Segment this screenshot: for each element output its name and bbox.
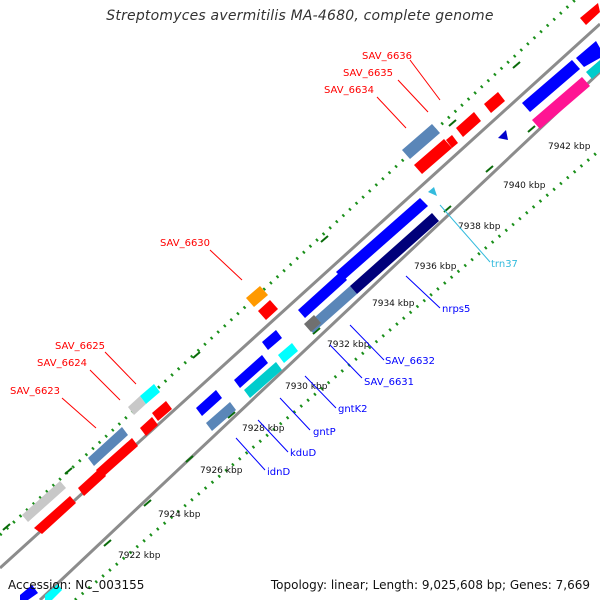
tick-mark bbox=[192, 351, 201, 359]
cyan-leader bbox=[439, 204, 491, 263]
scale-dots-lower bbox=[74, 148, 600, 600]
gene-label: gntK2 bbox=[338, 404, 368, 415]
gene-label: gntP bbox=[313, 427, 336, 438]
gene-label: SAV_6630 bbox=[160, 238, 210, 249]
gene-red bbox=[456, 112, 481, 137]
red-leaders bbox=[61, 59, 441, 429]
tick-mark bbox=[103, 539, 112, 547]
gene-features bbox=[20, 3, 600, 600]
kbp-label: 7942 kbp bbox=[548, 142, 591, 152]
gene-cyan-bottom bbox=[45, 584, 62, 600]
tick-mark bbox=[2, 523, 11, 531]
kbp-label: 7934 kbp bbox=[372, 299, 415, 309]
kbp-label: 7938 kbp bbox=[458, 222, 501, 232]
tick-mark bbox=[448, 119, 457, 127]
gene-cyan bbox=[278, 343, 298, 363]
gene-label: SAV_6632 bbox=[385, 356, 435, 367]
tick-mark bbox=[185, 455, 194, 463]
gene-cyan-small bbox=[428, 187, 437, 196]
gene-red bbox=[258, 300, 278, 320]
kbp-label: 7932 kbp bbox=[327, 340, 370, 350]
tick-mark bbox=[485, 165, 494, 173]
kbp-label: 7936 kbp bbox=[414, 262, 457, 272]
gene-gray bbox=[128, 396, 146, 415]
gene-gray bbox=[22, 481, 66, 522]
gene-blue bbox=[196, 390, 222, 416]
gene-label: idnD bbox=[267, 467, 290, 478]
gene-blue bbox=[336, 198, 428, 280]
gene-label: kduD bbox=[290, 448, 316, 459]
tick-mark bbox=[527, 125, 536, 133]
accession-text: Accession: NC_003155 bbox=[8, 578, 145, 592]
map-title: Streptomyces avermitilis MA-4680, comple… bbox=[106, 8, 494, 24]
gene-cyan bbox=[586, 60, 600, 79]
tick-mark bbox=[227, 411, 236, 419]
gene-blue bbox=[298, 272, 347, 318]
gene-red bbox=[446, 135, 458, 148]
tick-mark bbox=[143, 499, 152, 507]
backbone-lower bbox=[38, 70, 600, 600]
gene-blue bbox=[576, 41, 600, 67]
tick-mark bbox=[64, 467, 73, 475]
gene-blue bbox=[522, 60, 580, 112]
tick-mark bbox=[312, 327, 321, 335]
gene-red bbox=[414, 139, 452, 174]
gene-label: nrps5 bbox=[442, 304, 470, 315]
kbp-label: 7940 kbp bbox=[503, 181, 546, 191]
kbp-label: 7922 kbp bbox=[118, 551, 161, 561]
gene-blue bbox=[262, 330, 282, 350]
gene-navy-small bbox=[498, 130, 508, 140]
gene-label: SAV_6636 bbox=[362, 51, 412, 62]
kbp-label: 7926 kbp bbox=[200, 466, 243, 476]
gene-navy bbox=[350, 213, 439, 294]
gene-blue bbox=[234, 355, 268, 388]
tick-mark bbox=[512, 61, 521, 69]
tick-mark bbox=[320, 235, 329, 243]
gene-red bbox=[152, 401, 172, 421]
genome-stats: Topology: linear; Length: 9,025,608 bp; … bbox=[270, 578, 590, 592]
blue-leaders bbox=[235, 275, 441, 471]
gene-red bbox=[34, 496, 76, 534]
gene-red bbox=[140, 417, 158, 436]
kbp-label: 7930 kbp bbox=[285, 382, 328, 392]
gene-steelblue bbox=[206, 402, 236, 431]
scale-dots-upper bbox=[0, 0, 577, 537]
gene-red bbox=[484, 92, 505, 113]
red-labels: SAV_6636 SAV_6635 SAV_6634 SAV_6630 SAV_… bbox=[10, 51, 412, 397]
gene-red bbox=[580, 3, 600, 25]
gene-label: SAV_6635 bbox=[343, 68, 393, 79]
gene-red bbox=[78, 468, 106, 496]
gene-label: trn37 bbox=[491, 259, 518, 270]
gene-label: SAV_6623 bbox=[10, 386, 60, 397]
gene-cyan bbox=[244, 362, 282, 398]
gene-cyan bbox=[140, 384, 160, 404]
kbp-label: 7928 kbp bbox=[242, 424, 285, 434]
gene-blue-bottom bbox=[20, 585, 38, 600]
gene-label: SAV_6631 bbox=[364, 377, 414, 388]
gene-label: SAV_6634 bbox=[324, 85, 374, 96]
gene-red bbox=[96, 438, 138, 478]
gene-steelblue bbox=[88, 427, 128, 466]
gene-darkgray bbox=[304, 315, 321, 332]
gene-magenta bbox=[532, 77, 590, 129]
gene-steelblue bbox=[402, 124, 440, 159]
gene-label: SAV_6624 bbox=[37, 358, 87, 369]
gene-orange bbox=[246, 286, 268, 307]
gene-label: SAV_6625 bbox=[55, 341, 105, 352]
blue-labels: nrps5 SAV_6632 SAV_6631 gntK2 gntP kduD … bbox=[267, 304, 470, 478]
kbp-label: 7924 kbp bbox=[158, 510, 201, 520]
